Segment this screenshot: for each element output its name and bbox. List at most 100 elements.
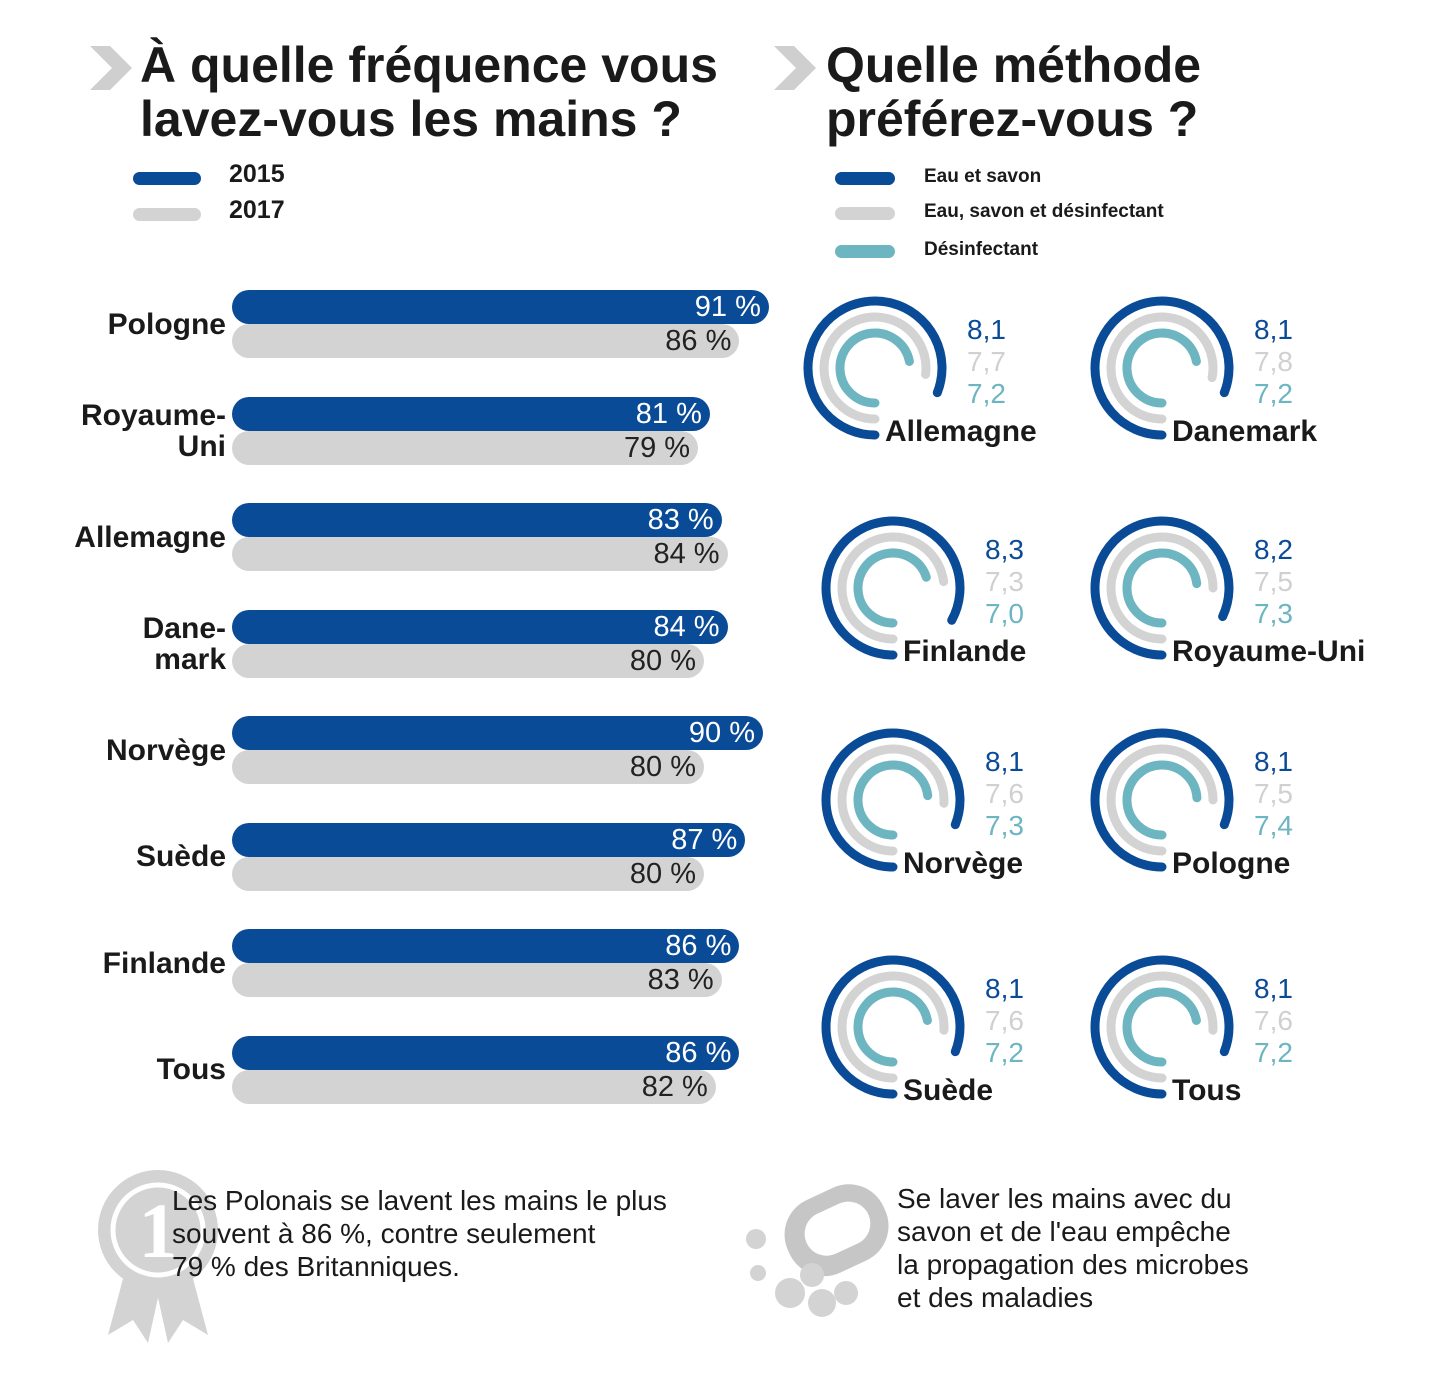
bar-2017: [232, 856, 704, 891]
ring-value-label: 7,7: [967, 346, 1006, 377]
ring-arc-2: [1106, 312, 1218, 424]
ring-country-label: Pologne: [1172, 847, 1291, 880]
ring-country-label: Finlande: [903, 635, 1027, 668]
bar-value-label: 84 %: [653, 538, 720, 570]
country-label-line: Uni: [177, 429, 226, 463]
bar-2015: [232, 396, 710, 431]
radial-ring: [1090, 296, 1234, 440]
ring-country-label: Norvège: [903, 847, 1024, 880]
note-line: 79 % des Britanniques.: [172, 1251, 460, 1282]
ring-value-label: 8,1: [967, 314, 1006, 345]
country-label-line: Pologne: [107, 307, 226, 341]
country-label: Allemagne: [20, 522, 226, 553]
ring-value-label: 8,1: [985, 746, 1024, 777]
legend-label-eau-savon: Eau et savon: [924, 166, 1042, 187]
legend-swatch-eau-savon-desinfectant: [835, 207, 895, 220]
ring-arc-1: [803, 296, 947, 440]
ring-country-label: Danemark: [1172, 415, 1318, 448]
bar-value-label: 86 %: [665, 325, 732, 357]
legend-label-eau-savon-desinfectant: Eau, savon et désinfectant: [924, 201, 1164, 222]
bar-2015: [232, 1035, 740, 1070]
radial-ring: [1090, 955, 1234, 1099]
ring-value-label: 7,0: [985, 598, 1024, 629]
ring-value-label: 7,3: [1254, 598, 1293, 629]
country-label-line: Royaume-: [80, 398, 226, 432]
left-title-line2: lavez-vous les mains ?: [140, 91, 682, 147]
bar-2017: [232, 750, 704, 784]
award-ribbon-icon: 1: [98, 1170, 218, 1343]
bar-2017: [232, 430, 699, 465]
legend-label-2015: 2015: [229, 160, 285, 188]
bar-2015: [232, 929, 740, 963]
legend-label-2017: 2017: [229, 196, 285, 224]
ring-value-label: 7,6: [985, 1005, 1024, 1036]
radial-ring: [821, 516, 965, 660]
bar-value-label: 80 %: [629, 857, 696, 890]
country-label: Norvège: [20, 735, 226, 766]
ring-arc-3: [1122, 760, 1202, 840]
radial-ring: [803, 296, 947, 440]
country-label-line: Tous: [156, 1053, 226, 1086]
ring-arc-1: [821, 516, 965, 660]
ring-value-label: 7,6: [985, 778, 1024, 809]
bar-2017: [232, 643, 704, 678]
ring-arc-3: [853, 760, 933, 840]
ring-arc-2: [837, 744, 949, 856]
ring-country-label: Suède: [903, 1074, 994, 1107]
right-title-line1: Quelle méthode: [826, 37, 1202, 93]
ring-arc-3: [853, 987, 932, 1067]
country-label-line: Allemagne: [74, 520, 226, 554]
bar-value-label: 81 %: [635, 397, 702, 430]
note-line: la propagation des microbes: [897, 1249, 1249, 1280]
note-line: Les Polonais se lavent les mains le plus: [172, 1185, 667, 1216]
ring-value-label: 8,3: [985, 534, 1024, 565]
bar-2017: [232, 1069, 716, 1104]
ring-value-label: 7,5: [1254, 778, 1293, 809]
ring-arc-1: [1090, 955, 1234, 1099]
country-label: Royaume- Uni: [20, 400, 226, 462]
ring-value-label: 7,2: [1254, 378, 1293, 409]
ring-value-label: 7,6: [1254, 1005, 1293, 1036]
country-label-line: mark: [154, 642, 226, 676]
bar-2015: [232, 503, 722, 537]
ring-value-label: 7,3: [985, 566, 1024, 597]
country-label: Finlande: [20, 948, 226, 979]
svg-text:1: 1: [139, 1187, 178, 1274]
ring-value-label: 7,2: [985, 1037, 1024, 1068]
country-label-line: Suède: [135, 840, 226, 873]
ring-value-label: 7,5: [1254, 566, 1293, 597]
chevron-right-icon: [774, 46, 816, 90]
ring-value-label: 8,1: [1254, 973, 1293, 1004]
note-line: savon et de l'eau empêche: [897, 1216, 1231, 1247]
ring-country-label: Tous: [1172, 1074, 1242, 1107]
legend-swatch-desinfectant: [835, 245, 895, 258]
radial-ring: [1090, 516, 1234, 660]
bar-value-label: 90 %: [688, 717, 755, 749]
legend-swatch-eau-savon: [835, 172, 895, 185]
country-label-line: Dane-: [142, 611, 226, 645]
ring-arc-2: [837, 532, 949, 644]
ring-value-label: 8,1: [1254, 746, 1293, 777]
bar-value-label: 87 %: [671, 823, 738, 856]
ring-arc-3: [1122, 328, 1201, 408]
ring-arc-1: [821, 955, 965, 1099]
ring-value-label: 8,1: [985, 973, 1024, 1004]
bar-value-label: 86 %: [665, 1036, 732, 1069]
bar-value-label: 84 %: [653, 610, 720, 643]
ring-value-label: 7,3: [985, 810, 1024, 841]
ring-arc-3: [1122, 548, 1202, 628]
ring-arc-2: [837, 971, 949, 1083]
bar-value-label: 83 %: [647, 504, 714, 536]
bar-2015: [232, 822, 746, 857]
ring-arc-3: [853, 548, 931, 628]
left-title-line1: À quelle fréquence vous: [140, 37, 718, 93]
ring-arc-1: [1090, 296, 1234, 440]
ring-arc-3: [835, 328, 914, 408]
legend-swatch-2015: [133, 172, 201, 185]
bar-2017: [232, 324, 740, 358]
note-line: Se laver les mains avec du: [897, 1183, 1232, 1214]
bar-2015: [232, 290, 769, 324]
country-label: Suède: [20, 841, 226, 872]
legend-swatch-2017: [133, 208, 201, 221]
soap-bar-icon: [746, 1184, 889, 1317]
